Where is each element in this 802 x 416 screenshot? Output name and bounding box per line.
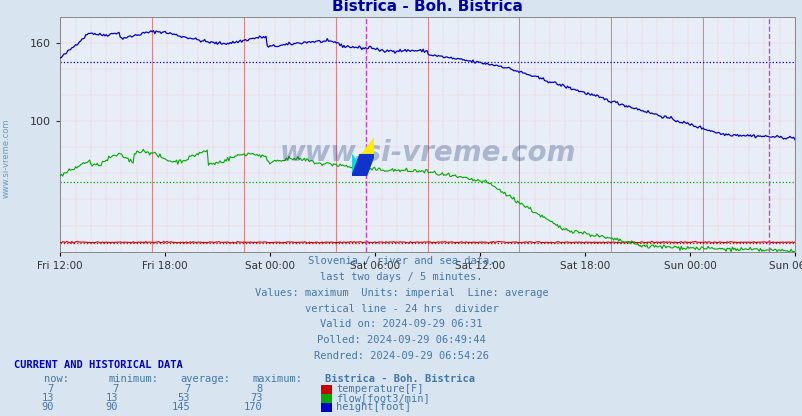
Text: 7: 7 bbox=[47, 384, 54, 394]
Text: height[foot]: height[foot] bbox=[336, 402, 411, 412]
Text: 13: 13 bbox=[105, 393, 118, 403]
Polygon shape bbox=[359, 137, 374, 155]
Text: 8: 8 bbox=[256, 384, 262, 394]
Text: 7: 7 bbox=[184, 384, 190, 394]
Text: Valid on: 2024-09-29 06:31: Valid on: 2024-09-29 06:31 bbox=[320, 319, 482, 329]
Title: Bistrica - Boh. Bistrica: Bistrica - Boh. Bistrica bbox=[332, 0, 522, 14]
Text: 145: 145 bbox=[172, 402, 190, 412]
Text: 7: 7 bbox=[111, 384, 118, 394]
Text: CURRENT AND HISTORICAL DATA: CURRENT AND HISTORICAL DATA bbox=[14, 360, 183, 370]
Text: Bistrica - Boh. Bistrica: Bistrica - Boh. Bistrica bbox=[325, 374, 475, 384]
Text: 13: 13 bbox=[41, 393, 54, 403]
Text: flow[foot3/min]: flow[foot3/min] bbox=[336, 393, 430, 403]
Text: www.si-vreme.com: www.si-vreme.com bbox=[2, 118, 11, 198]
Text: vertical line - 24 hrs  divider: vertical line - 24 hrs divider bbox=[304, 304, 498, 314]
Text: Slovenia / river and sea data.: Slovenia / river and sea data. bbox=[307, 256, 495, 266]
Text: 90: 90 bbox=[41, 402, 54, 412]
Text: Values: maximum  Units: imperial  Line: average: Values: maximum Units: imperial Line: av… bbox=[254, 288, 548, 298]
Text: Rendred: 2024-09-29 06:54:26: Rendred: 2024-09-29 06:54:26 bbox=[314, 351, 488, 361]
Text: last two days / 5 minutes.: last two days / 5 minutes. bbox=[320, 272, 482, 282]
Text: 170: 170 bbox=[244, 402, 262, 412]
Polygon shape bbox=[351, 155, 366, 176]
Text: www.si-vreme.com: www.si-vreme.com bbox=[279, 139, 575, 167]
Text: average:: average: bbox=[180, 374, 230, 384]
Text: temperature[F]: temperature[F] bbox=[336, 384, 423, 394]
Text: now:: now: bbox=[44, 374, 69, 384]
Text: Polled: 2024-09-29 06:49:44: Polled: 2024-09-29 06:49:44 bbox=[317, 335, 485, 345]
Text: maximum:: maximum: bbox=[253, 374, 302, 384]
Text: 90: 90 bbox=[105, 402, 118, 412]
Polygon shape bbox=[351, 155, 374, 176]
Text: minimum:: minimum: bbox=[108, 374, 158, 384]
Text: 73: 73 bbox=[249, 393, 262, 403]
Text: 53: 53 bbox=[177, 393, 190, 403]
